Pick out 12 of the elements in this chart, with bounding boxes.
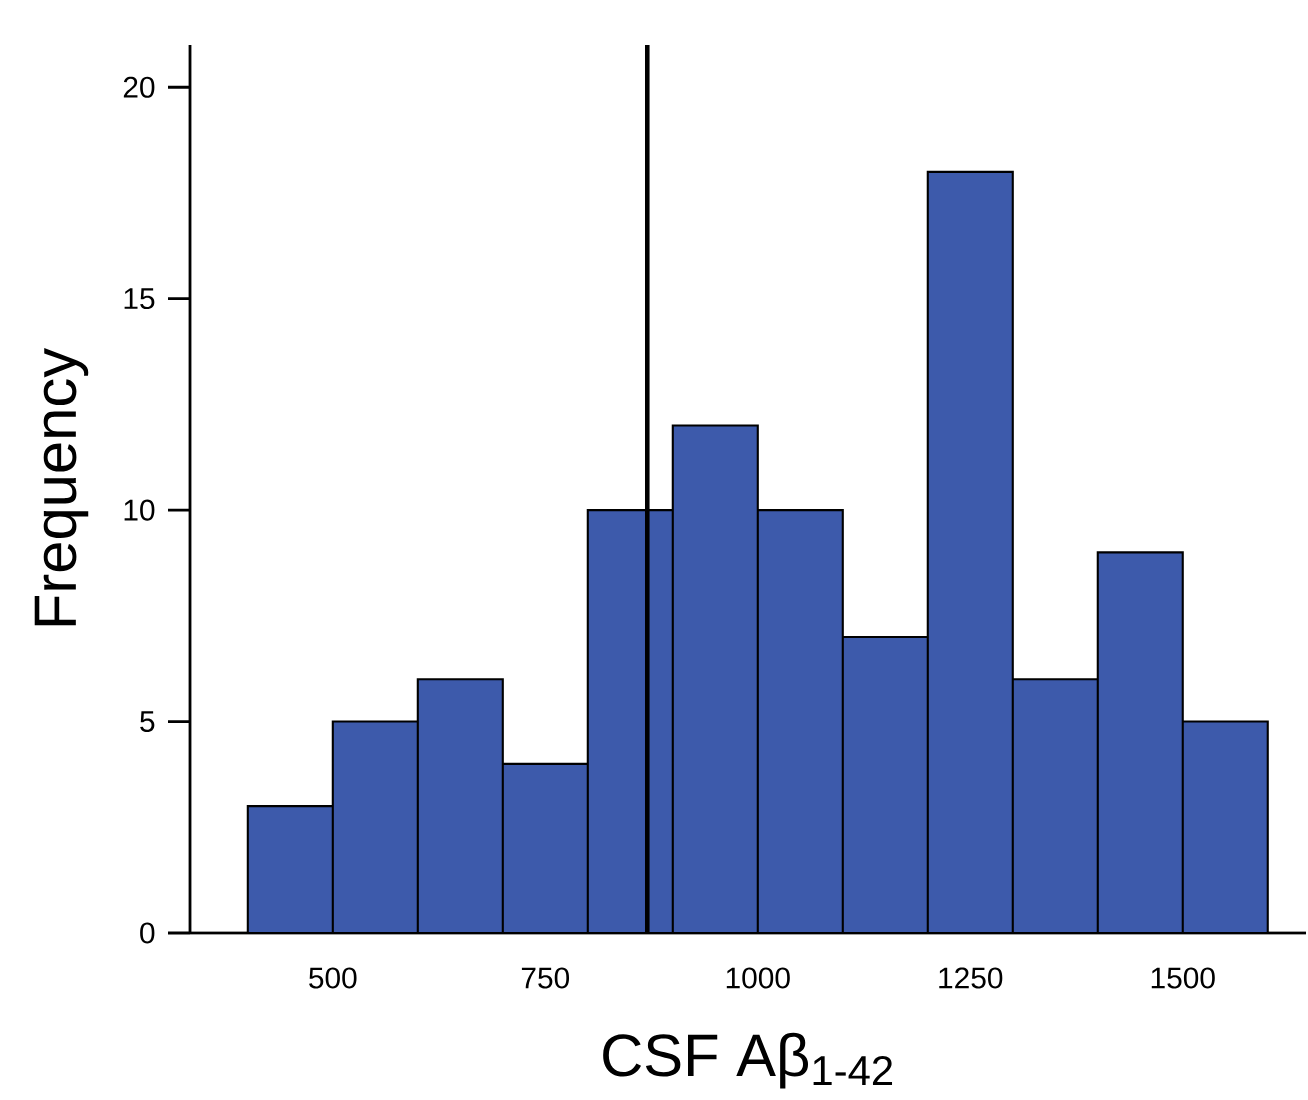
y-axis-title: Frequency bbox=[34, 347, 89, 626]
y-tick-label: 0 bbox=[140, 922, 155, 944]
x-tick-label: 1500 bbox=[1151, 967, 1215, 989]
x-tick-label: 750 bbox=[521, 967, 570, 989]
x-tick-label: 1250 bbox=[939, 967, 1003, 989]
y-tick-label: 15 bbox=[124, 288, 155, 310]
x-tick-label: 1000 bbox=[726, 967, 790, 989]
x-axis-title: CSF Aβ$_{1-42}$ bbox=[603, 1032, 893, 1089]
y-tick-label: 5 bbox=[140, 711, 155, 732]
y-tick-label: 20 bbox=[123, 76, 155, 98]
y-tick-label: 10 bbox=[124, 499, 155, 521]
x-tick-label: 500 bbox=[309, 967, 357, 989]
